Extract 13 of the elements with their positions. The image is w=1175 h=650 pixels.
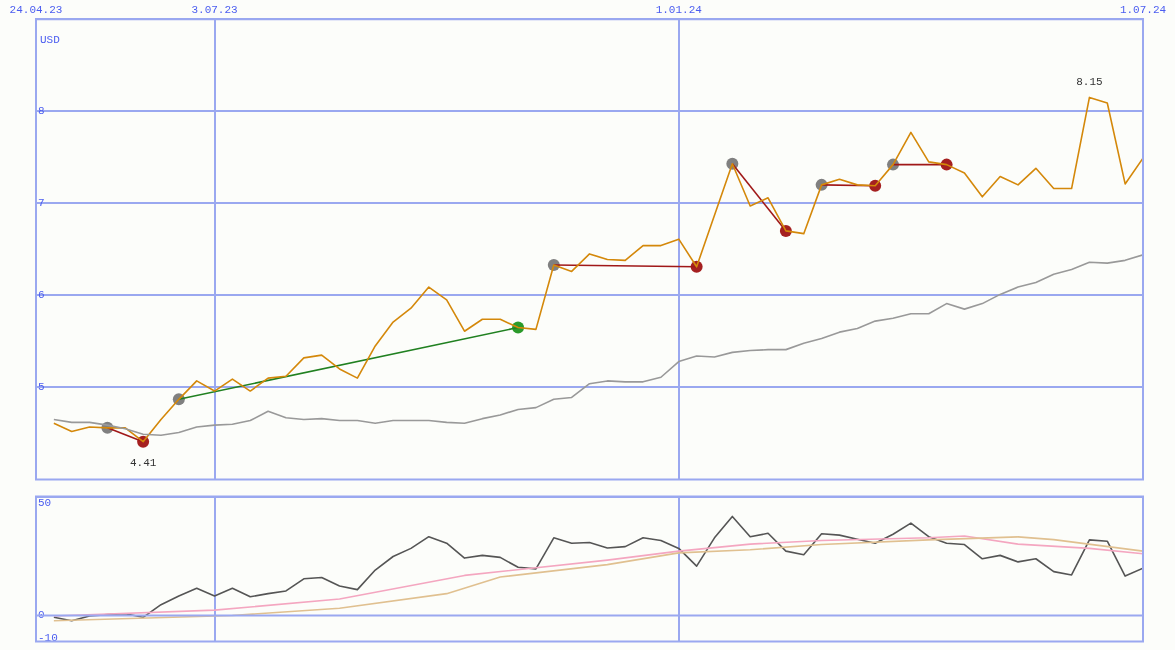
y-tick-label: 5	[38, 381, 45, 394]
annotation: 8.15	[1076, 76, 1103, 89]
y-tick-label: 6	[38, 289, 45, 302]
y-axis-title: USD	[40, 34, 61, 47]
x-tick-label: 3.07.23	[191, 3, 238, 16]
y-tick-label: 50	[38, 496, 52, 509]
x-tick-label: 1.07.24	[1119, 3, 1167, 16]
y-tick-label: 7	[38, 197, 45, 210]
y-tick-label: 8	[38, 105, 45, 118]
x-tick-label: 24.04.23	[9, 3, 63, 16]
x-tick-label: 1.01.24	[655, 3, 703, 16]
y-tick-label: -10	[38, 631, 58, 644]
annotation: 4.41	[129, 456, 157, 469]
